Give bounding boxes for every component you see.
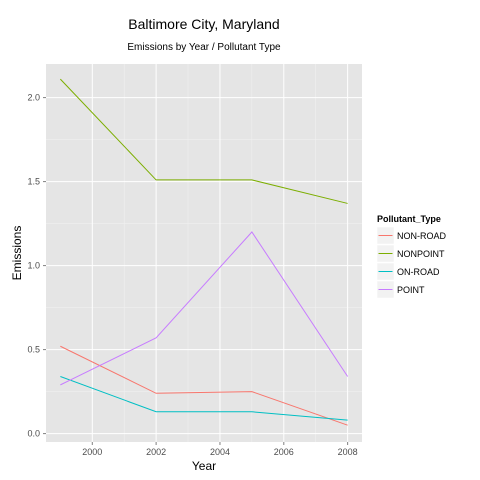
x-tick-label: 2000 — [82, 447, 102, 457]
legend-label: ON-ROAD — [397, 267, 440, 277]
y-tick-label: 0.5 — [27, 345, 40, 355]
x-axis-title: Year — [192, 459, 216, 473]
y-axis-title: Emissions — [10, 226, 24, 281]
legend-item-point: POINT — [376, 280, 425, 299]
y-tick-label: 0.0 — [27, 429, 40, 439]
legend-label: NONPOINT — [397, 249, 445, 259]
series-lines — [59, 78, 349, 426]
series-line-on-road — [60, 376, 348, 421]
x-tick-label: 2008 — [338, 447, 358, 457]
y-tick-label: 1.5 — [27, 177, 40, 187]
x-tick-label: 2002 — [146, 447, 166, 457]
series-line-point — [60, 231, 349, 386]
plot-panel — [46, 64, 362, 442]
x-axis-ticks: 2000 2002 2004 2006 2008 — [82, 442, 358, 457]
y-tick-label: 1.0 — [27, 261, 40, 271]
legend-title: Pollutant_Type — [377, 214, 441, 224]
legend-label: POINT — [397, 285, 425, 295]
x-tick-label: 2004 — [210, 447, 230, 457]
chart-title: Baltimore City, Maryland — [128, 16, 279, 32]
x-tick-label: 2006 — [274, 447, 294, 457]
y-tick-label: 2.0 — [27, 93, 40, 103]
legend-label: NON-ROAD — [397, 231, 446, 241]
series-line-nonpoint — [59, 78, 348, 204]
chart-subtitle: Emissions by Year / Pollutant Type — [127, 42, 281, 53]
series-line-non-road — [60, 345, 348, 426]
legend-item-nonpoint: NONPOINT — [376, 244, 445, 263]
grid-minor — [46, 64, 362, 442]
legend-item-non-road: NON-ROAD — [376, 226, 446, 245]
legend-items: NON-ROAD NONPOINT ON-ROAD POINT — [376, 226, 446, 299]
legend-item-on-road: ON-ROAD — [376, 262, 440, 281]
y-axis-ticks: 0.0 0.5 1.0 1.5 2.0 — [27, 93, 46, 439]
legend: Pollutant_Type NON-ROAD NONPOINT ON-ROAD PO… — [376, 214, 446, 299]
grid-major — [46, 64, 362, 442]
